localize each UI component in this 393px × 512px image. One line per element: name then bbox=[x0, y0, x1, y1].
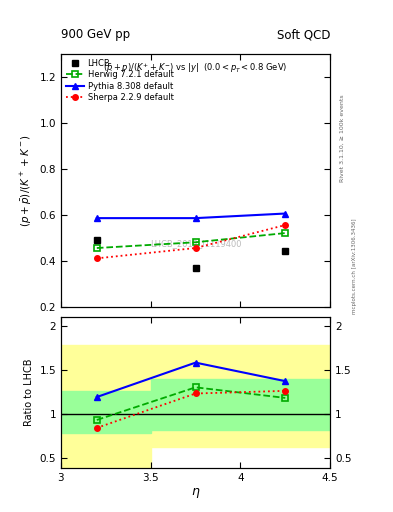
Pythia 8.308 default bbox=[283, 210, 288, 217]
Pythia 8.308 default bbox=[94, 215, 99, 221]
Bar bbox=[61, 345, 151, 468]
Line: Sherpa 2.2.9 default: Sherpa 2.2.9 default bbox=[94, 222, 288, 261]
Herwig 7.2.1 default bbox=[283, 230, 288, 236]
X-axis label: $\eta$: $\eta$ bbox=[191, 486, 200, 500]
Bar bbox=[151, 378, 330, 430]
Y-axis label: $(p+\bar{p})/(K^+ + K^-)$: $(p+\bar{p})/(K^+ + K^-)$ bbox=[19, 134, 34, 227]
Sherpa 2.2.9 default bbox=[283, 222, 288, 228]
Bar bbox=[151, 345, 330, 447]
Y-axis label: Ratio to LHCB: Ratio to LHCB bbox=[24, 359, 34, 426]
Text: 900 GeV pp: 900 GeV pp bbox=[61, 28, 130, 41]
Text: mcplots.cern.ch [arXiv:1306.3436]: mcplots.cern.ch [arXiv:1306.3436] bbox=[352, 219, 357, 314]
Text: LHCB_2012_I1119400: LHCB_2012_I1119400 bbox=[150, 239, 241, 248]
Sherpa 2.2.9 default bbox=[94, 255, 99, 262]
LHCB bbox=[193, 265, 198, 271]
Text: $(\bar{p}+p)/(K^{+}+K^{-})$ vs $|y|$  $(0.0 < p_T < 0.8$ GeV$)$: $(\bar{p}+p)/(K^{+}+K^{-})$ vs $|y|$ $(0… bbox=[103, 61, 288, 75]
Line: Pythia 8.308 default: Pythia 8.308 default bbox=[93, 210, 289, 222]
Pythia 8.308 default bbox=[193, 215, 198, 221]
Line: Herwig 7.2.1 default: Herwig 7.2.1 default bbox=[93, 229, 289, 251]
Text: Rivet 3.1.10, ≥ 100k events: Rivet 3.1.10, ≥ 100k events bbox=[340, 94, 345, 182]
LHCB bbox=[94, 237, 99, 243]
Herwig 7.2.1 default bbox=[193, 239, 198, 245]
Herwig 7.2.1 default bbox=[94, 245, 99, 251]
Text: Soft QCD: Soft QCD bbox=[277, 28, 330, 41]
LHCB bbox=[283, 248, 288, 254]
Legend: LHCB, Herwig 7.2.1 default, Pythia 8.308 default, Sherpa 2.2.9 default: LHCB, Herwig 7.2.1 default, Pythia 8.308… bbox=[62, 55, 177, 105]
Line: LHCB: LHCB bbox=[93, 237, 289, 271]
Sherpa 2.2.9 default bbox=[193, 245, 198, 251]
Bar bbox=[61, 391, 151, 433]
